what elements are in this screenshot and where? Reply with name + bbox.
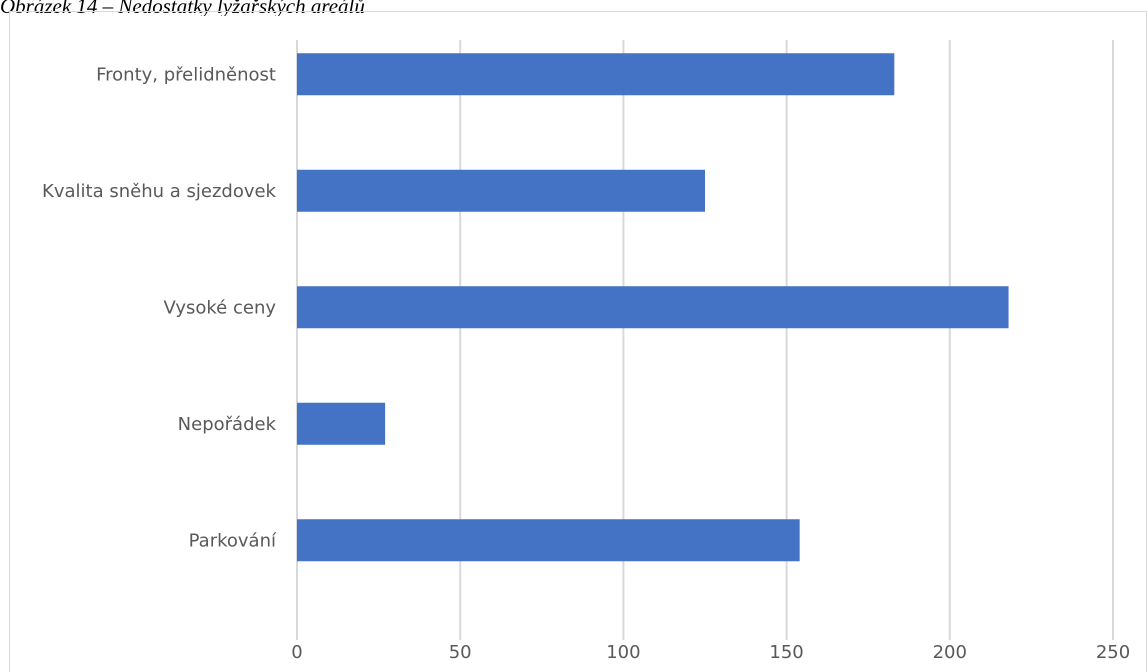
category-label-1: Kvalita sněhu a sjezdovek [42,181,277,202]
x-tick-label-0: 0 [291,642,302,663]
figure-caption: Obrázek 14 – Nedostatky lyžařských areál… [0,0,365,16]
x-tick-label-1: 50 [449,642,472,663]
chart-area [9,11,1147,672]
x-tick-label-5: 250 [1096,642,1130,663]
category-label-2: Vysoké ceny [164,297,277,318]
category-label-4: Parkování [189,530,277,551]
bar-1 [297,169,705,212]
bar-3 [297,402,386,445]
x-tick-label-3: 150 [769,642,803,663]
bar-4 [297,519,800,562]
bar-0 [297,53,895,96]
x-tick-label-4: 200 [933,642,967,663]
x-tick-label-2: 100 [606,642,640,663]
bar-2 [297,286,1009,329]
category-label-0: Fronty, přelidněnost [96,64,276,85]
category-label-3: Nepořádek [178,414,277,435]
